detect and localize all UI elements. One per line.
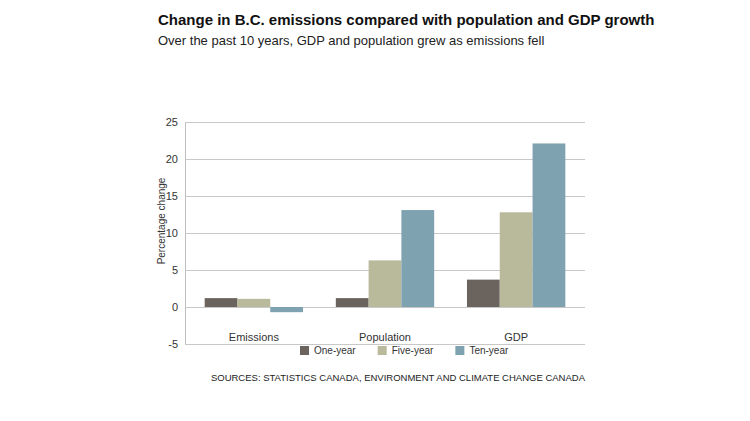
y-tick: 15 xyxy=(166,190,585,202)
grid-line xyxy=(185,344,585,345)
legend-item: One-year xyxy=(300,345,356,356)
y-tick: 20 xyxy=(166,153,585,165)
legend-item: Five-year xyxy=(378,345,434,356)
legend-swatch xyxy=(300,346,309,355)
grid-line xyxy=(185,122,585,123)
grid-line xyxy=(185,196,585,197)
bar xyxy=(369,260,402,307)
x-tick-label: Population xyxy=(359,331,411,343)
bar-series xyxy=(205,280,500,307)
x-tick: GDP xyxy=(504,331,528,343)
source: SOURCES: STATISTICS CANADA, ENVIRONMENT … xyxy=(211,372,586,383)
y-tick-label: 5 xyxy=(172,264,178,276)
bar xyxy=(336,298,369,307)
legend-swatch xyxy=(378,346,387,355)
x-tick-label: Emissions xyxy=(229,331,280,343)
x-axis: Emissions Population GDP xyxy=(229,331,528,343)
x-tick-label: GDP xyxy=(504,331,528,343)
bar xyxy=(270,307,303,312)
x-tick: Population xyxy=(359,331,411,343)
y-tick-label: 0 xyxy=(172,301,178,313)
legend-item: Ten-year xyxy=(455,345,509,356)
y-axis-title: Percentage change xyxy=(156,177,167,264)
grid-line xyxy=(185,159,585,160)
bar xyxy=(500,212,533,307)
y-tick-label: 25 xyxy=(166,116,178,128)
bar xyxy=(205,298,238,307)
grid-line xyxy=(185,307,585,308)
legend-swatch xyxy=(455,346,464,355)
chart: Change in B.C. emissions compared with p… xyxy=(0,0,750,421)
bar xyxy=(401,210,434,307)
bar xyxy=(467,280,500,307)
legend-label: Ten-year xyxy=(469,345,509,356)
y-tick-label: 20 xyxy=(166,153,178,165)
legend-label: Five-year xyxy=(392,345,434,356)
legend-label: One-year xyxy=(314,345,356,356)
bar xyxy=(533,143,566,307)
y-tick-label: -5 xyxy=(168,338,178,350)
y-tick: 25 xyxy=(166,116,585,128)
bar-series xyxy=(270,143,565,312)
y-tick-label: 10 xyxy=(166,227,178,239)
bar-series xyxy=(237,212,532,307)
legend: One-year Five-year Ten-year xyxy=(300,345,509,356)
bars xyxy=(205,143,566,312)
y-tick-label: 15 xyxy=(166,190,178,202)
title: Change in B.C. emissions compared with p… xyxy=(158,11,654,28)
y-axis: -5 0 5 10 15 20 25 xyxy=(166,116,585,350)
y-axis-line xyxy=(186,123,586,345)
subtitle: Over the past 10 years, GDP and populati… xyxy=(158,33,544,48)
x-tick: Emissions xyxy=(229,331,280,343)
bar xyxy=(237,299,270,307)
